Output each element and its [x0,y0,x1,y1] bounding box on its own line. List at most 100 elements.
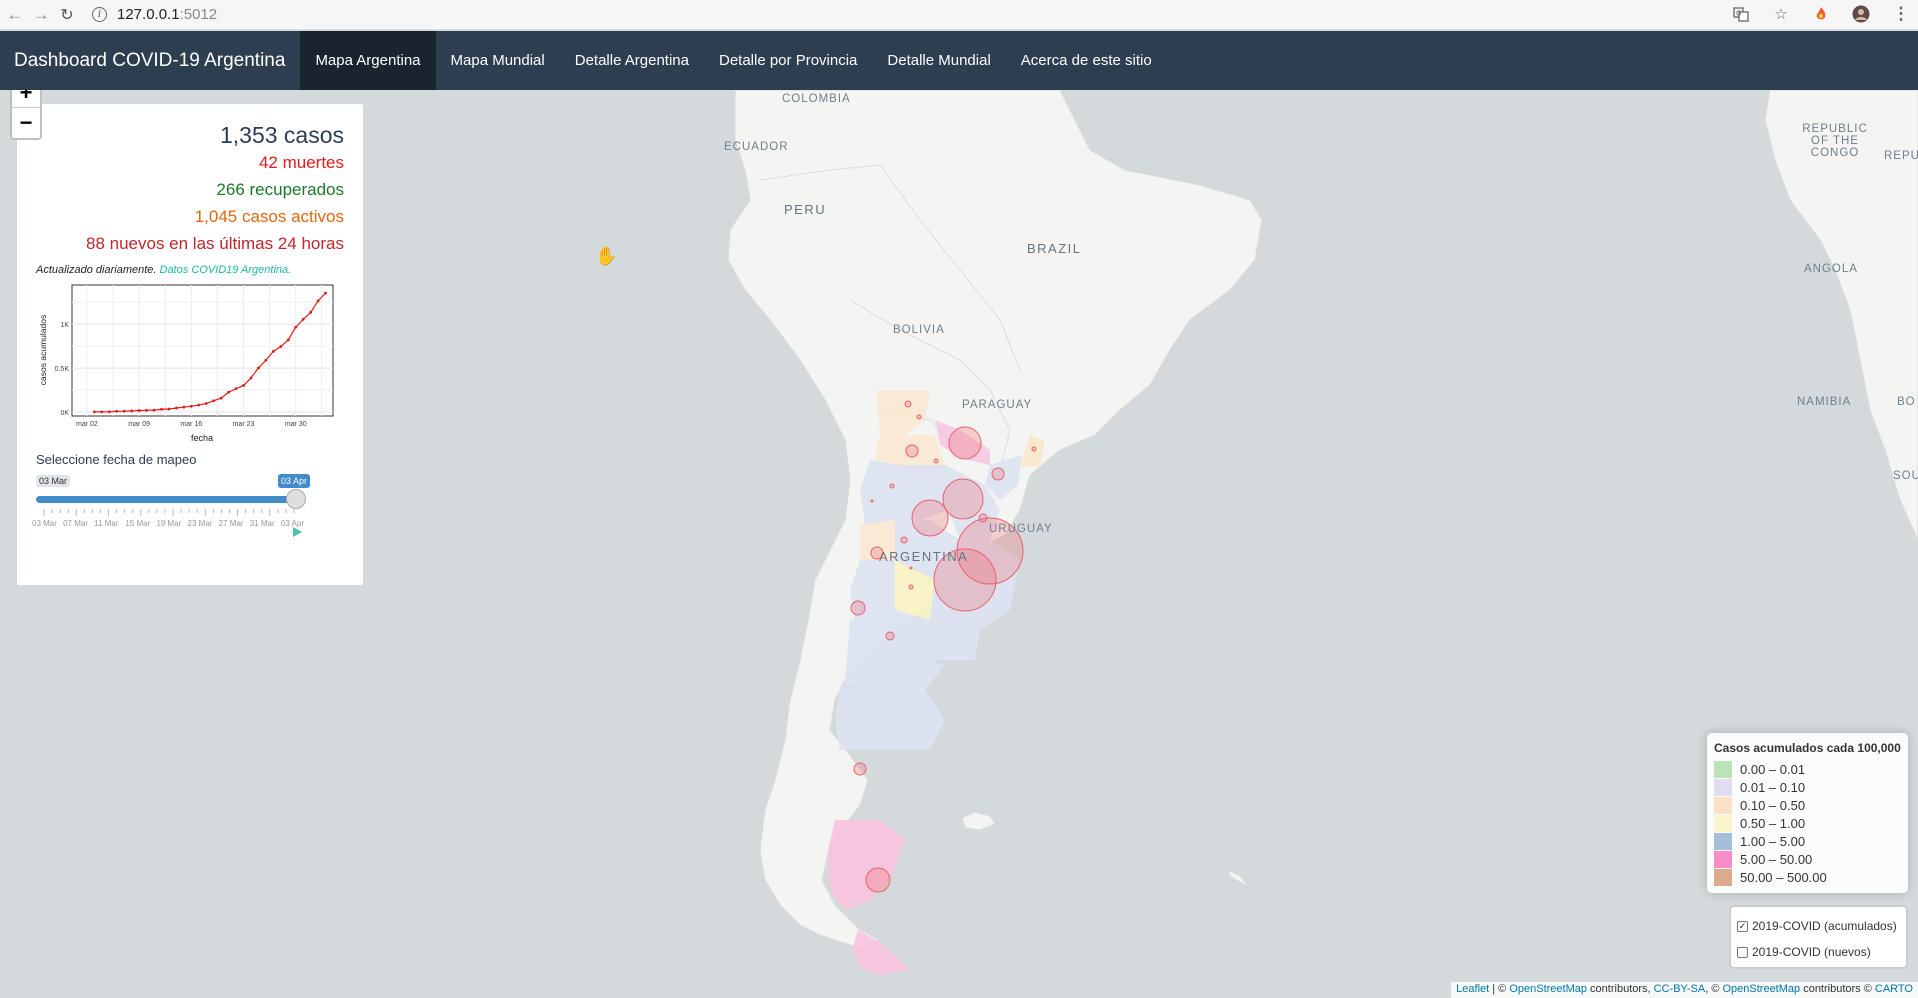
layer-acumulados-checkbox[interactable]: ✓ [1737,920,1748,932]
chart-point [152,408,156,412]
tab-acerca[interactable]: Acerca de este sitio [1020,52,1152,69]
chart-point [175,406,178,410]
chart-point [115,409,119,413]
layers-control: ✓ 2019-COVID (acumulados) 2019-COVID (nu… [1729,905,1908,969]
total-recovered: 266 recuperados [216,180,344,199]
total-deaths: 42 muertes [258,153,344,172]
slider-tick-label: 11 Mar [94,519,119,528]
slider-title: Seleccione fecha de mapeo [36,452,197,467]
slider-tick-label: 31 Mar [249,519,275,528]
chart-point [92,410,96,414]
slider-current-label: 03 Apr [278,474,311,488]
legend-label: 0.10 – 0.50 [1740,797,1806,813]
legend-swatch [1714,760,1732,778]
layer-nuevos-checkbox[interactable] [1737,946,1748,958]
tab-mapa-argentina[interactable]: Mapa Argentina [300,31,436,90]
url-port: :5012 [179,6,218,23]
browser-toolbar: ← → ↻ i 127.0.0.1:5012 G ☆ ⋮ [0,0,1918,30]
chart-point [197,403,201,407]
bookmark-star-icon[interactable]: ☆ [1774,6,1788,23]
chart-x-tick-label: mar 09 [128,421,150,428]
slider-tick-label: 07 Mar [63,519,89,528]
map-label-namibia: NAMIBIA [1797,396,1852,408]
chart-point [301,317,305,321]
attr-text-3: contributors © [1800,983,1875,995]
attr-sep: | © [1489,983,1510,995]
site-info-icon[interactable]: i [92,7,107,22]
chart-y-label: casos acumulados [38,315,48,385]
chart-point [257,366,260,370]
legend-swatch [1714,778,1732,796]
slider-tick-label: 03 Apr [280,519,305,528]
brand-title[interactable]: Dashboard COVID-19 Argentina [14,49,286,71]
reload-icon[interactable]: ↻ [60,6,74,24]
legend-swatch [1714,868,1732,886]
cumulative-cases-chart: 0K 0.5K 1K mar 02 mar 09 mar 16 mar 23 mar 30 … [36,282,346,443]
leaflet-link[interactable]: Leaflet [1456,983,1490,995]
tab-detalle-por-provincia[interactable]: Detalle por Provincia [718,52,858,69]
chart-point [107,410,111,414]
date-slider[interactable]: 03 Mar 03 Apr 03 Mar 07 Mar 11 Mar 15 Mar 19… [32,474,316,545]
chart-point [137,409,141,412]
chart-x-tick-label: mar 02 [76,421,98,428]
map-attribution: Leaflet | © OpenStreetMap contributors, … [1451,982,1918,998]
play-icon[interactable] [293,527,302,537]
tab-mapa-mundial[interactable]: Mapa Mundial [450,52,545,69]
legend-item: 0.50 – 1.00 [1714,814,1901,832]
chart-y-tick-label: 0.5K [55,366,70,373]
new-cases-24h: 88 nuevos en las últimas 24 horas [86,234,344,253]
legend-label: 0.50 – 1.00 [1740,815,1806,831]
menu-kebab-icon[interactable]: ⋮ [1892,4,1910,23]
slider-tick-label: 23 Mar [187,519,213,528]
legend-label: 0.00 – 0.01 [1740,761,1806,777]
map-label-republic-congo: REPUBLIC OF THE CONGO [1802,123,1868,159]
zoom-in-button[interactable]: + [12,90,40,108]
legend-swatch [1714,814,1732,832]
map-label-bolivia: BOLIVIA [893,324,945,336]
forward-icon[interactable]: → [32,4,50,24]
map-legend: Casos acumulados cada 100,000 0.00 – 0.0… [1707,733,1908,893]
map-label-angola: ANGOLA [1804,263,1858,275]
slider-tick-label: 15 Mar [125,519,151,528]
chart-x-tick-label: mar 23 [233,421,255,428]
extension-icon[interactable] [1810,3,1832,25]
profile-avatar-icon[interactable] [1850,3,1872,25]
chart-point [227,390,231,394]
osm-link[interactable]: OpenStreetMap [1509,983,1587,995]
ccbysa-link[interactable]: CC-BY-SA [1653,983,1706,995]
carto-link[interactable]: CARTO [1874,983,1913,995]
legend-title: Casos acumulados cada 100,000 [1714,741,1901,755]
legend-item: 0.10 – 0.50 [1714,796,1901,814]
translate-icon[interactable]: G [1730,3,1752,25]
chart-point [212,399,216,403]
slider-tick-label: 03 Mar [32,519,57,528]
legend-label: 5.00 – 50.00 [1740,851,1813,867]
source-link[interactable]: Datos COVID19 Argentina. [159,264,292,276]
tab-detalle-mundial[interactable]: Detalle Mundial [887,52,991,69]
chart-point [145,408,148,412]
chart-point [242,384,245,387]
chart-point [234,387,238,391]
layer-acumulados[interactable]: ✓ 2019-COVID (acumulados) [1737,913,1900,939]
chart-point [100,410,104,414]
address-bar[interactable]: i 127.0.0.1:5012 [92,6,217,23]
legend-item: 1.00 – 5.00 [1714,832,1901,850]
slider-track[interactable] [36,496,298,503]
back-icon[interactable]: ← [6,4,24,24]
tab-detalle-argentina[interactable]: Detalle Argentina [574,52,689,69]
zoom-out-button[interactable]: − [19,110,33,135]
legend-label: 1.00 – 5.00 [1740,833,1806,849]
chart-point [271,349,275,353]
app-navbar: Dashboard COVID-19 Argentina Mapa Argent… [0,31,1918,90]
layer-nuevos[interactable]: 2019-COVID (nuevos) [1737,939,1900,965]
chart-point [309,311,313,314]
osm-link-2[interactable]: OpenStreetMap [1722,983,1801,995]
chart-x-tick-label: mar 30 [285,421,307,428]
chart-x-label: fecha [191,433,213,442]
chart-point [182,405,186,409]
chart-point [294,325,298,329]
slider-handle[interactable] [286,489,306,509]
map-label-brazil: BRAZIL [1027,241,1082,256]
slider-min-label: 03 Mar [36,475,71,487]
